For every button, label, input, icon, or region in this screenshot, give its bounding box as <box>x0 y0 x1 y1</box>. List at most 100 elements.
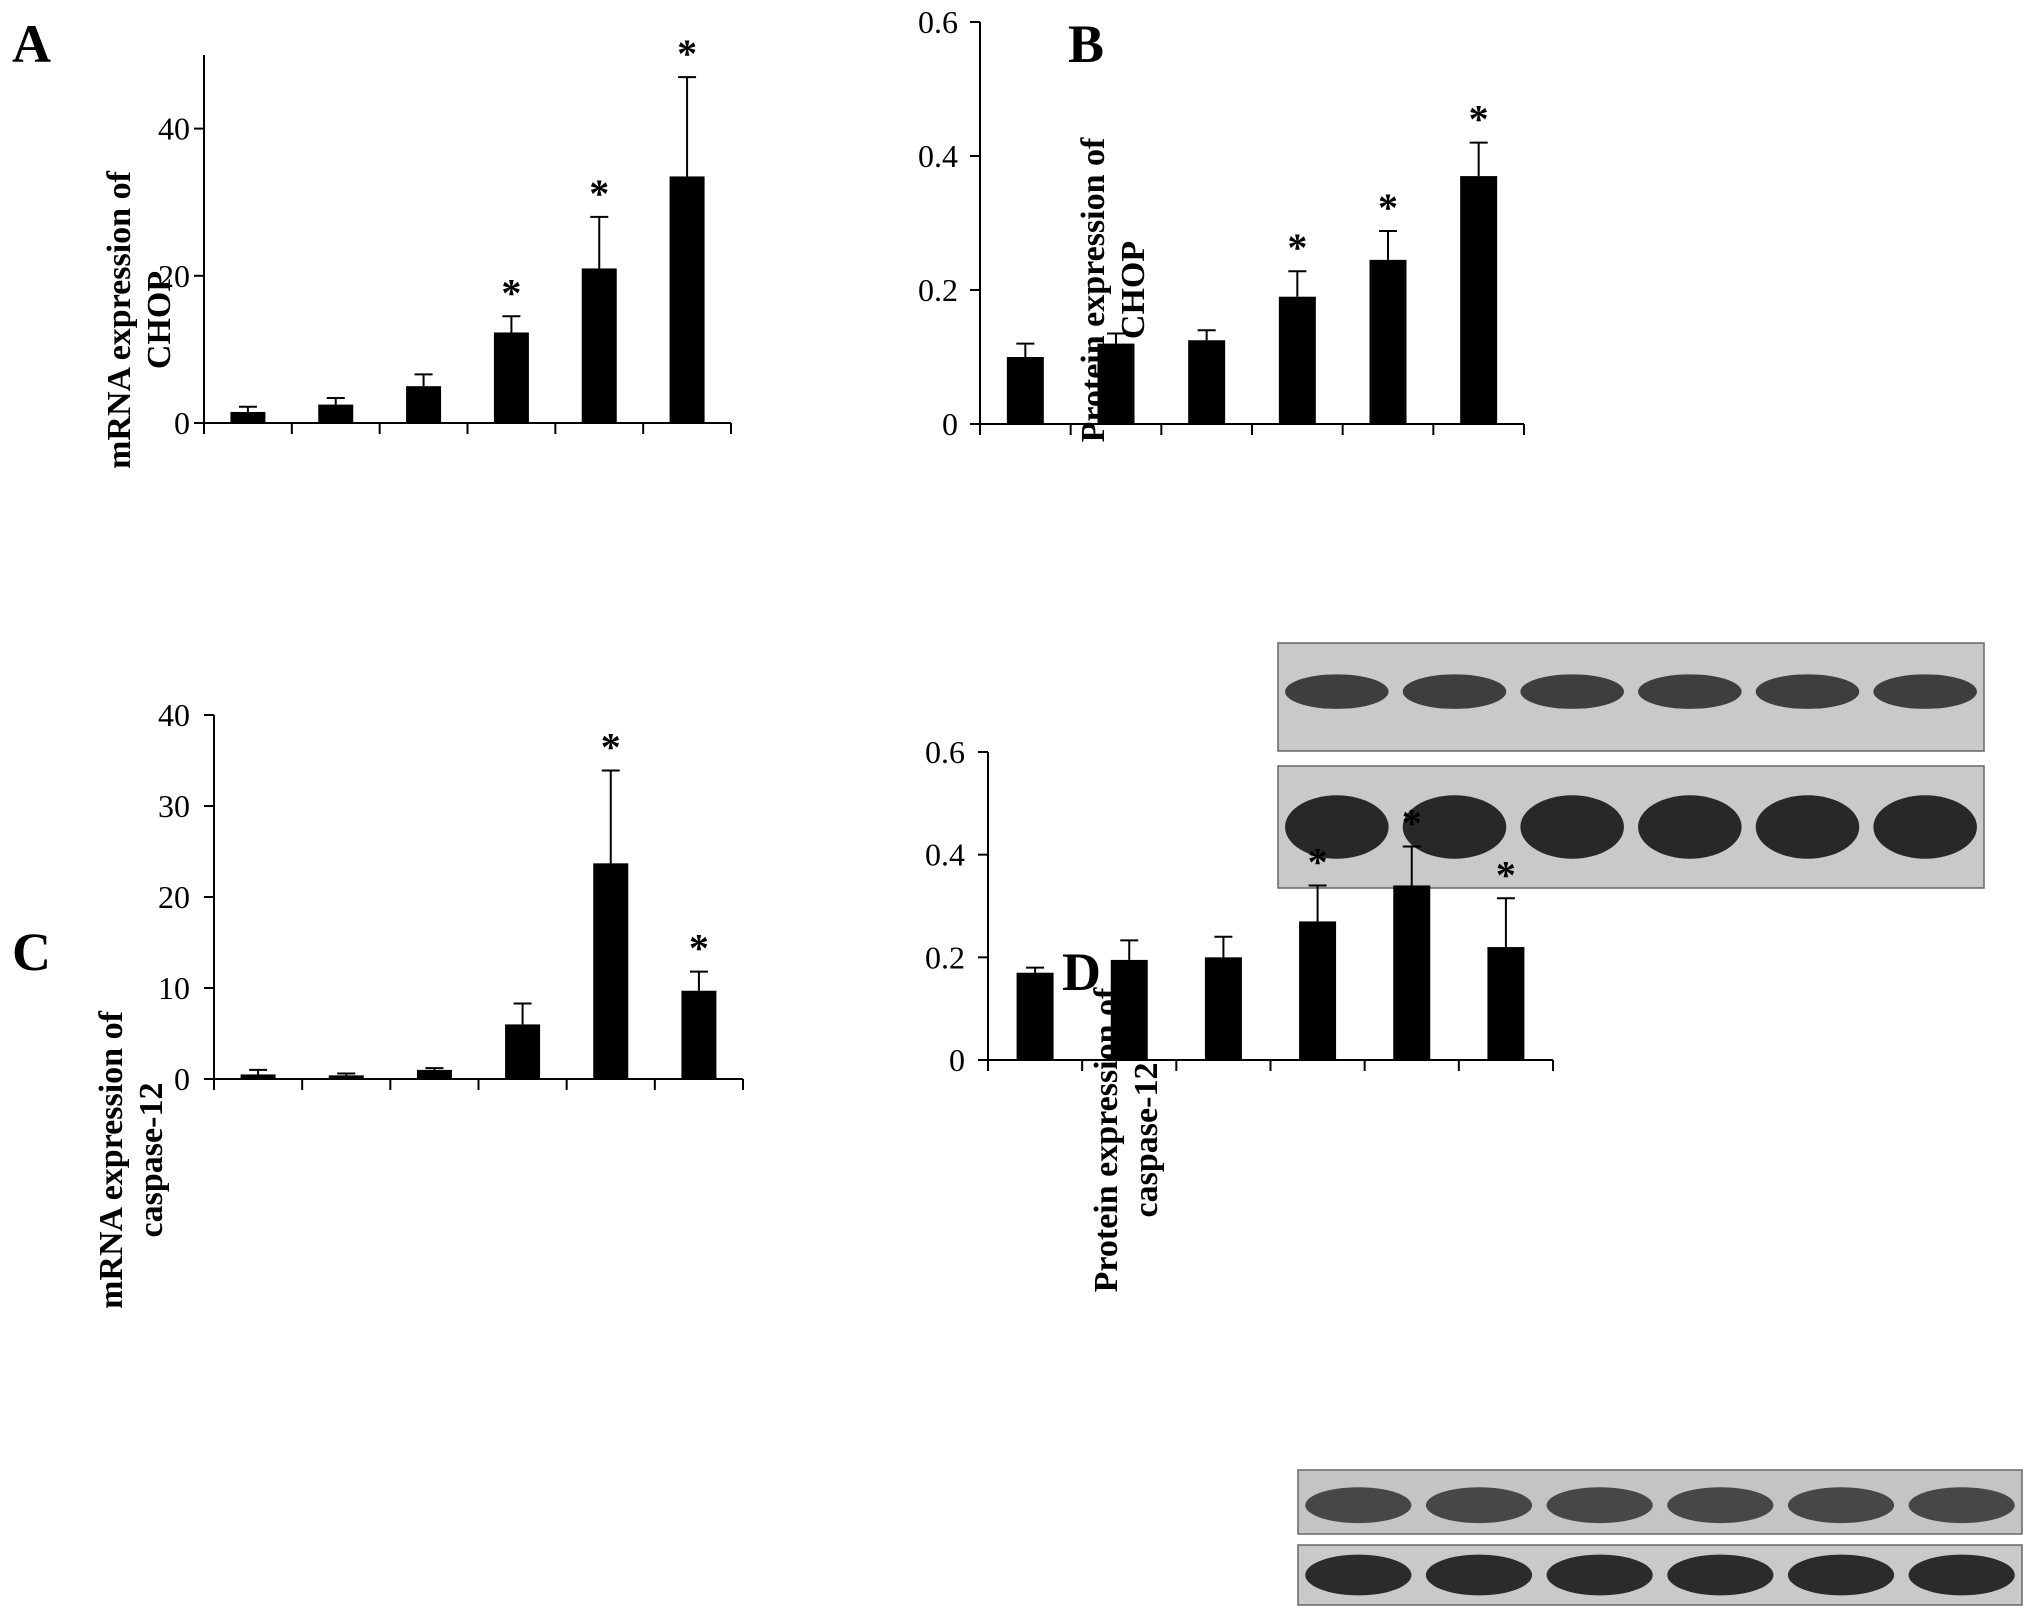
bar <box>1110 959 1148 1060</box>
blot-band <box>1285 674 1389 709</box>
y-tick-label: 20 <box>158 879 190 915</box>
panel-a-plot: 0 20 40 * * * <box>158 31 732 441</box>
bar <box>1188 340 1226 424</box>
blot-band <box>1520 674 1624 709</box>
blot-band <box>1305 1487 1412 1524</box>
panel-c-ylabel-line2: caspase-12 <box>133 1083 170 1238</box>
blot-band <box>1402 674 1507 709</box>
bar <box>593 863 629 1079</box>
panel-d-plot: 0 0.2 0.4 0.6 * * * <box>925 734 1554 1078</box>
significance-marker: * <box>1287 225 1307 270</box>
bar <box>1278 296 1316 424</box>
blot-band <box>1402 795 1507 859</box>
panel-d: D Protein expression of caspase-12 00.20… <box>925 734 2023 1606</box>
blot-band <box>1755 674 1860 709</box>
significance-marker: * <box>601 725 621 770</box>
panel-a-ylabel: mRNA expression of CHOP <box>101 170 178 468</box>
blot-strip <box>1297 1469 2023 1535</box>
bar <box>1393 885 1431 1060</box>
significance-marker: * <box>1402 800 1422 845</box>
blot-band <box>1787 1554 1895 1596</box>
blot-band <box>1787 1487 1895 1524</box>
panel-b-ylabel-line2: CHOP <box>1115 241 1152 339</box>
blot-band <box>1873 674 1977 709</box>
y-tick-label: 30 <box>158 788 190 824</box>
blot-band <box>1667 1487 1774 1524</box>
significance-marker: * <box>689 926 709 971</box>
y-tick-label: 10 <box>158 970 190 1006</box>
bar <box>1460 176 1498 424</box>
blot-band <box>1285 795 1389 859</box>
bar <box>1006 357 1044 424</box>
y-tick-label: 20 <box>158 258 190 294</box>
blot-band <box>1425 1487 1533 1524</box>
blot-band <box>1908 1487 2015 1524</box>
significance-marker: * <box>1496 852 1516 897</box>
bar <box>669 176 705 423</box>
y-tick-label: 0 <box>949 1042 965 1078</box>
y-tick-label: 0.6 <box>925 734 965 770</box>
panel-b: B Protein expression of CHOP 00.20.40.6*… <box>918 4 1985 889</box>
blot-band <box>1546 1487 1653 1524</box>
panel-c-ylabel: mRNA expression of caspase-12 <box>93 1010 170 1308</box>
bar <box>1299 921 1337 1060</box>
bar <box>318 404 354 423</box>
panel-c-letter: C <box>12 922 51 982</box>
blot-band <box>1908 1554 2015 1596</box>
blot-band <box>1638 795 1742 859</box>
panel-c-ylabel-line1: mRNA expression of <box>93 1010 130 1308</box>
blot-band <box>1667 1554 1774 1596</box>
blot-band <box>1638 674 1742 709</box>
y-tick-label: 40 <box>158 697 190 733</box>
bar <box>581 268 617 423</box>
panel-b-plot: 0 0.2 0.4 0.6 * * * <box>918 4 1525 442</box>
bar <box>1097 343 1135 424</box>
bar <box>230 411 266 423</box>
y-tick-label: 0.6 <box>918 4 958 40</box>
blot-band <box>1520 795 1624 859</box>
bar <box>1369 259 1407 424</box>
y-tick-label: 0 <box>174 1061 190 1097</box>
blot-strip <box>1297 1544 2023 1606</box>
y-tick-label: 40 <box>158 111 190 147</box>
blot-band <box>1755 795 1860 859</box>
bar <box>1487 947 1525 1060</box>
panel-d-ylabel-line2: caspase-12 <box>1128 1063 1165 1218</box>
blot-band <box>1425 1554 1533 1596</box>
bar <box>416 1069 452 1079</box>
blot-band <box>1546 1554 1653 1596</box>
significance-marker: * <box>1469 97 1489 142</box>
y-tick-label: 0.2 <box>918 272 958 308</box>
panel-a: A mRNA expression of CHOP 0 20 40 * * * <box>12 14 732 469</box>
bar <box>1204 957 1242 1060</box>
panel-a-ylabel-line2: CHOP <box>141 271 178 369</box>
significance-marker: * <box>677 31 697 76</box>
panel-a-letter: A <box>12 14 51 74</box>
y-tick-label: 0 <box>174 405 190 441</box>
y-tick-label: 0.4 <box>918 138 958 174</box>
y-tick-label: 0.4 <box>925 837 965 873</box>
blot-band <box>1305 1554 1412 1596</box>
significance-marker: * <box>1378 185 1398 230</box>
blot-strip <box>1277 642 1985 752</box>
significance-marker: * <box>589 171 609 216</box>
blot-band <box>1873 795 1977 859</box>
bar <box>328 1075 364 1079</box>
bar <box>681 990 717 1079</box>
bar <box>1016 972 1054 1060</box>
bar <box>493 332 529 423</box>
panel-b-blots <box>1277 642 1985 889</box>
panel-d-blots <box>1297 1469 2023 1606</box>
bar <box>505 1024 541 1079</box>
panel-c: C mRNA expression of caspase-12 0 10 20 30 4… <box>12 697 744 1309</box>
panel-c-plot: 0 10 20 30 40 * * <box>158 697 744 1097</box>
panel-d-letter: D <box>1062 942 1101 1002</box>
significance-marker: * <box>501 270 521 315</box>
significance-marker: * <box>1308 839 1328 884</box>
bar <box>406 386 442 423</box>
bar <box>240 1074 276 1079</box>
blot-strip <box>1277 765 1985 889</box>
y-tick-label: 0 <box>942 406 958 442</box>
panel-a-ylabel-line1: mRNA expression of <box>101 170 138 468</box>
